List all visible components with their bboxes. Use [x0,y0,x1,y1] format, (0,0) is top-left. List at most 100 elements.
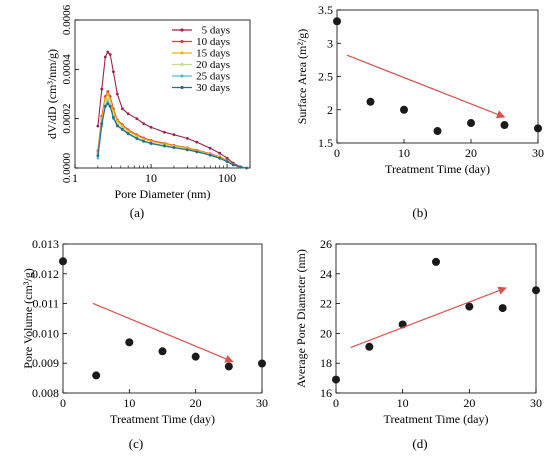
y-tick-label: 0.010 [32,326,59,340]
series-point [172,133,176,137]
series-point [103,104,107,108]
panel-a: 0.0000 0.0002 0.0004 0.0006 1 10 100 Pore Diame… [45,4,251,220]
data-point [365,342,374,351]
y-tick-label: 0.0006 [61,4,73,35]
series-point [120,124,124,128]
series-point [115,92,119,96]
series-point [100,122,104,125]
trend-arrow [346,54,506,119]
x-tick-label: 20 [463,396,475,410]
x-axis-label: Treatment Time (day) [384,412,489,426]
series-point [245,166,248,170]
series-point [172,146,176,149]
series-point [103,55,107,59]
y-tick-label: 2.5 [318,70,333,84]
series-point [106,90,110,93]
data-point [366,97,375,106]
series-point [208,153,212,157]
series-point [126,112,130,116]
series-point [106,92,110,96]
y-tick-label: 2 [327,103,333,117]
legend-label: 10 days [196,36,230,48]
series-point [120,107,124,111]
series-point [185,137,189,140]
series-point [195,150,199,154]
y-axis-label: Average Pore Diameter (nm) [294,249,308,388]
series-point [126,129,130,133]
data-point [534,124,542,133]
series-point [106,97,110,101]
series-point [108,53,112,56]
y-tick-label: 26 [320,237,332,251]
x-tick-label: 1 [72,171,78,185]
series-point [195,140,199,144]
y-tick-label: 18 [320,356,332,370]
legend-marker [180,39,184,44]
y-axis-label: Surface Area (m²/g) [295,29,309,125]
panel-d: 16 18 20 22 24 26 0 10 20 30 Treatment Time (day) A… [294,237,542,451]
panel-c: 0.008 0.009 0.010 0.011 0.012 0.013 0 10 20 30 Tre… [21,237,268,451]
x-tick-label: 10 [397,396,409,410]
y-tick-label: 0.011 [32,297,59,311]
legend-marker [180,85,184,90]
series-line-1 [97,51,247,169]
x-tick-label: 10 [145,171,157,185]
data-point [432,257,440,266]
legend-label: 30 days [196,82,230,94]
panel-label: (a) [130,205,144,220]
series-point [225,160,229,163]
series-point [103,97,107,101]
series-point [108,97,112,101]
data-point [467,119,475,128]
panel-b: 1.5 2 2.5 3 3.5 0 10 20 30 Treatment Time (day) Su… [295,3,544,220]
y-axis-label: dV/dD (cm³/nm/g) [45,49,59,139]
data-point [59,257,67,266]
series-point [163,130,166,134]
x-tick-label: 10 [123,396,135,410]
x-tick-label: 20 [190,396,202,410]
x-axis-label: Pore Diameter (nm) [115,187,211,201]
series-point [208,146,212,150]
series-line-3 [97,92,247,169]
series-point [231,163,235,167]
data-point [258,359,266,368]
legend-marker [180,62,184,67]
plot-frame [335,243,537,394]
series-point [100,87,104,91]
panel-label: (d) [412,436,427,451]
series-point [225,156,229,160]
series-point [106,50,110,54]
series-point [115,124,119,127]
x-tick-label: 0 [60,396,66,410]
y-tick-label: 24 [320,267,332,281]
legend-label: 20 days [196,59,230,71]
series-point [96,154,100,158]
series-point [135,137,139,140]
y-tick-label: 0.008 [32,386,59,400]
y-tick-label: 3 [327,36,333,50]
y-tick-label: 0.012 [32,267,59,281]
series-point [135,117,139,121]
series-point [106,102,110,106]
x-tick-label: 0 [334,146,340,160]
y-axis-label: Pore Volume (cm³/g) [21,268,35,368]
legend-label: 25 days [196,71,230,83]
series-line-4 [97,97,247,169]
data-point [333,17,341,26]
data-point [92,371,101,380]
series-line-6 [97,103,247,169]
legend-label: 15 days [196,48,230,60]
legend-label: 5 days [202,25,230,37]
data-point [332,375,340,384]
data-point [400,105,408,114]
panel-label: (b) [412,205,427,220]
series-point [108,104,112,108]
series-point [142,122,146,125]
x-tick-label: 0 [333,396,339,410]
series-point [149,125,153,129]
series-point [96,124,100,128]
data-point [465,302,474,311]
series-point [112,70,115,74]
legend-marker [180,51,184,55]
